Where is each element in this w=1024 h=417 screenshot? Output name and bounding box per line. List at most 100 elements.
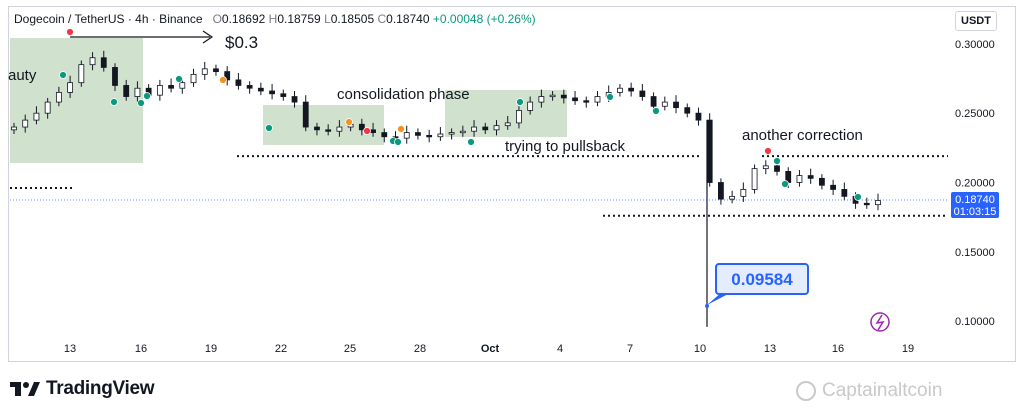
- y-tick-label: 0.15000: [955, 247, 995, 259]
- candle: [583, 100, 590, 103]
- close-label: C: [377, 12, 387, 26]
- close-value: 0.18740: [386, 12, 430, 26]
- watermark-logo-icon: [796, 381, 816, 401]
- candle: [706, 119, 713, 183]
- candle: [695, 112, 702, 121]
- signal-dot: [397, 125, 405, 133]
- tradingview-mark-icon: [10, 380, 40, 398]
- x-tick-label: 16: [135, 343, 147, 355]
- candle: [437, 133, 444, 138]
- signal-dot: [363, 127, 371, 135]
- candle: [134, 87, 141, 97]
- candle: [751, 168, 758, 190]
- candle: [11, 126, 17, 131]
- x-tick-label: 7: [627, 343, 633, 355]
- candle: [100, 57, 107, 68]
- x-tick-label: 28: [414, 343, 426, 355]
- watermark-text: Captainaltcoin: [822, 380, 943, 401]
- currency-button[interactable]: USDT: [955, 11, 997, 31]
- candle: [448, 132, 455, 135]
- signal-dot: [345, 118, 353, 126]
- signal-dot: [265, 124, 273, 132]
- tradingview-logo[interactable]: TradingView: [10, 378, 155, 400]
- low-callout-pointer: [707, 292, 732, 305]
- candle: [830, 184, 837, 190]
- annotation-left: auty: [8, 67, 37, 84]
- candle: [875, 200, 881, 206]
- x-tick-label: 25: [344, 343, 356, 355]
- open-label: O: [212, 12, 222, 26]
- candle: [617, 87, 623, 93]
- candle: [673, 101, 679, 109]
- candle: [257, 87, 264, 92]
- candle: [661, 101, 668, 107]
- candle: [302, 101, 309, 128]
- x-tick-label: 19: [902, 343, 914, 355]
- candle: [594, 96, 601, 103]
- candle: [549, 94, 556, 98]
- candle: [684, 107, 691, 114]
- candle: [370, 129, 376, 133]
- candle: [729, 195, 736, 200]
- candle: [527, 101, 534, 111]
- signal-dot: [143, 92, 151, 100]
- candle: [807, 175, 814, 179]
- candle: [504, 122, 511, 127]
- candle: [762, 165, 769, 170]
- candle: [818, 177, 825, 186]
- signal-dot: [764, 147, 772, 155]
- x-tick-label: 13: [64, 343, 76, 355]
- low-callout-box: [715, 263, 809, 295]
- candle: [201, 68, 208, 75]
- price-tag-value: 0.18740: [955, 194, 995, 206]
- candle: [168, 85, 174, 89]
- candle: [774, 165, 780, 172]
- signal-dot: [854, 193, 862, 201]
- chart-frame: [8, 6, 1016, 362]
- highlight-zone: [263, 105, 384, 145]
- candle: [426, 134, 433, 138]
- candle: [336, 126, 343, 132]
- candle: [493, 125, 500, 131]
- signal-dot: [394, 138, 402, 146]
- candle: [650, 96, 657, 107]
- candle: [179, 82, 186, 89]
- candle: [291, 96, 298, 103]
- candle: [213, 68, 219, 72]
- candle: [314, 126, 320, 131]
- target-arrow-head-icon: [202, 30, 214, 44]
- candle: [415, 132, 421, 136]
- x-tick-label: 10: [694, 343, 706, 355]
- change-value: +0.00048 (+0.26%): [432, 12, 536, 26]
- x-tick-label: 16: [832, 343, 844, 355]
- candle: [538, 96, 545, 103]
- low-point: [705, 304, 709, 308]
- high-value: 0.18759: [277, 12, 321, 26]
- candle: [325, 129, 332, 132]
- candle: [459, 130, 466, 134]
- candle: [78, 64, 85, 84]
- candle: [235, 79, 242, 86]
- price-tag: [951, 191, 999, 218]
- candle: [863, 202, 870, 206]
- signal-dot: [59, 71, 67, 79]
- candle: [22, 119, 29, 128]
- symbol-header: Dogecoin / TetherUS · 4h · Binance O0.18…: [14, 12, 536, 26]
- annotation-target: $0.3: [225, 33, 258, 52]
- candle: [67, 82, 74, 93]
- signal-dot: [516, 98, 524, 106]
- annotation-consolidation: consolidation phase: [337, 86, 470, 103]
- candle: [358, 123, 365, 131]
- low-value: 0.18505: [330, 12, 375, 26]
- tradingview-brand: TradingView: [46, 378, 155, 399]
- signal-dot: [137, 99, 145, 107]
- high-label: H: [268, 12, 278, 26]
- candle: [156, 85, 163, 96]
- open-value: 0.18692: [221, 12, 266, 26]
- symbol-name[interactable]: Dogecoin / TetherUS · 4h · Binance: [14, 12, 203, 26]
- candle: [841, 189, 848, 197]
- lightning-icon[interactable]: [870, 312, 890, 332]
- signal-dot: [467, 138, 475, 146]
- signal-dot: [652, 107, 660, 115]
